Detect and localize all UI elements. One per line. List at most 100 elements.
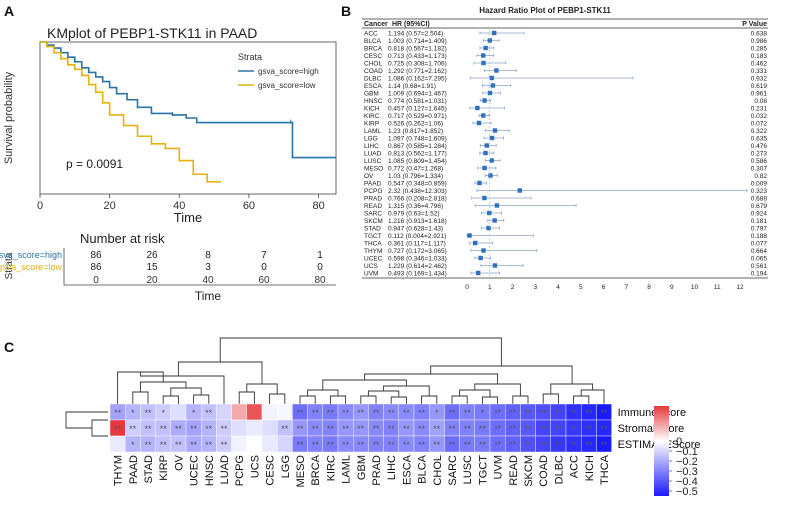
risk-rows: gsva_score=high 86 26 8 7 1 gsva_score=low 86 15… (0, 250, 323, 273)
hr-row-hr-text: 1.229 (0.614=2.462) (388, 263, 447, 270)
heatmap-significance: * (481, 408, 485, 418)
hr-row-cancer: STAD (364, 226, 381, 233)
dendro-branch (193, 394, 210, 404)
hr-point (478, 255, 483, 261)
dendro-branch-root (219, 337, 502, 366)
hr-row-cancer: SKCM (364, 218, 383, 225)
heatmap-significance: ** (296, 424, 304, 434)
risk-x-tick-label: 40 (202, 275, 214, 286)
hr-row-cancer: BLCA (364, 38, 382, 45)
heatmap-significance: ** (205, 424, 213, 434)
hr-point (488, 173, 493, 178)
heatmap-significance: ** (524, 440, 532, 450)
hr-row-pvalue: 0.181 (751, 218, 768, 225)
panel-label-c: C (4, 339, 14, 355)
heatmap-column-label: MESO (295, 455, 307, 488)
heatmap-significance: ** (114, 424, 122, 434)
hr-x-tick-label: 2 (511, 284, 515, 291)
heatmap-significance: ** (555, 440, 563, 450)
heatmap-significance: ** (494, 424, 502, 434)
hr-row-hr-text: 0.725 (0.308=1.706) (388, 61, 447, 68)
heatmap-significance: ** (540, 440, 548, 450)
heatmap-significance: ** (205, 408, 213, 418)
heatmap-cell (231, 403, 248, 421)
km-x-tick-label: 20 (104, 200, 116, 212)
heatmap-column-label: LIHC (386, 455, 398, 480)
dendro-branch (360, 395, 377, 404)
hr-row-pvalue: 0.072 (751, 121, 768, 128)
heatmap-significance: ** (555, 408, 563, 418)
hr-row-cancer: BRCA (364, 46, 383, 53)
risk-value: 7 (261, 250, 267, 261)
heatmap-significance: ** (433, 424, 441, 434)
heatmap-significance: ** (144, 440, 152, 450)
heatmap-cell (277, 435, 293, 453)
heatmap-column-label: CESC (265, 455, 277, 486)
hr-x-tick-label: 11 (714, 284, 721, 291)
heatmap-column-label: KIRP (158, 455, 170, 481)
heatmap-significance: ** (479, 440, 487, 450)
heatmap-significance: ** (600, 408, 608, 418)
heatmap-column-label: LGG (280, 455, 292, 478)
km-legend-high-label: gsva_score=high (258, 67, 319, 76)
heatmap-significance: ** (144, 408, 152, 418)
heatmap-significance: ** (585, 408, 593, 418)
hr-point (481, 113, 486, 118)
heatmap-significance: ** (342, 408, 350, 418)
heatmap-column-label: DLBC (553, 455, 565, 484)
hr-point (481, 60, 486, 66)
hr-row-pvalue: 0.679 (751, 203, 768, 210)
km-x-tick-label: 80 (312, 200, 324, 212)
hr-row-hr-text: 0.947 (0.628=1.43) (388, 226, 443, 233)
heatmap-significance: ** (403, 440, 411, 450)
heatmap-significance: * (161, 408, 165, 418)
hr-x-tick-label: 0 (465, 284, 469, 291)
heatmap-significance: ** (464, 440, 472, 450)
hr-row-cancer: KIRP (364, 121, 379, 128)
hr-row-hr-text: 0.818 (0.567=1.182) (388, 46, 447, 53)
hr-x-tick-label: 3 (533, 284, 537, 291)
heatmap-significance: ** (570, 408, 578, 418)
heatmap-significance: ** (448, 408, 456, 418)
hr-row-hr-text: 2.32 (0.438=12.303) (388, 188, 447, 195)
hr-row-cancer: COAD (364, 68, 383, 75)
dendro-branch (421, 395, 438, 404)
hr-row-pvalue: 0.231 (751, 106, 768, 113)
hr-point (467, 233, 472, 238)
dendro-branch (430, 365, 573, 384)
heatmap-column-label: THCA (599, 454, 611, 485)
hr-point (489, 135, 495, 141)
heatmap-significance: ** (372, 408, 380, 418)
heatmap-significance: ** (585, 424, 593, 434)
risk-value: 1 (317, 250, 323, 261)
hr-row-hr-text: 1.216 (0.913=1.618) (388, 218, 447, 225)
heatmap-significance: ** (448, 424, 456, 434)
dendro-branch (322, 379, 407, 390)
hr-point (492, 218, 497, 223)
heatmap-column-label: READ (508, 455, 520, 486)
hr-row-cancer: UVM (364, 271, 378, 278)
hr-row-pvalue: 0.619 (751, 83, 768, 90)
hr-row-pvalue: 0.065 (751, 256, 768, 263)
hr-row-hr-text: 0.457 (0.127=1.645) (388, 106, 447, 113)
hr-row-pvalue: 0.331 (751, 68, 768, 75)
hr-point (484, 143, 489, 148)
hr-x-tick-label: 8 (647, 284, 651, 291)
hr-point (473, 240, 478, 246)
dendro-branch (269, 393, 286, 404)
colorbar-tick-label: −0.4 (676, 476, 698, 488)
hr-row-hr-text: 1.085 (0.809=1.454) (388, 158, 447, 165)
hr-x-tick-label: 9 (670, 284, 674, 291)
hr-point (482, 98, 487, 103)
hr-point (483, 150, 488, 156)
hr-point (476, 270, 481, 276)
hr-row-hr-text: 1.292 (0.771=2.162) (388, 68, 447, 75)
hr-title: Hazard Ratio Plot of PEBP1-STK11 (479, 6, 611, 15)
panel-label-b: B (341, 3, 351, 19)
hr-row-cancer: LIHC (364, 143, 379, 150)
hr-row-hr-text: 0.766 (0.208=2.818) (388, 196, 447, 203)
hr-row-cancer: CHOL (364, 61, 382, 68)
heatmap-significance: ** (433, 440, 441, 450)
heatmap-cell (261, 435, 278, 453)
